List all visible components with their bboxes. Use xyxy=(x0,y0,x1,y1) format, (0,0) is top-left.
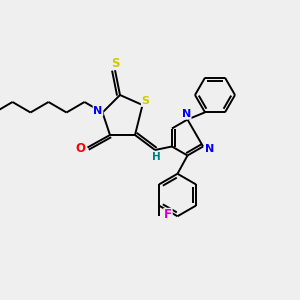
Text: O: O xyxy=(76,142,85,155)
Text: F: F xyxy=(164,208,172,221)
Text: N: N xyxy=(206,144,215,154)
Text: H: H xyxy=(152,152,161,163)
Text: S: S xyxy=(142,96,149,106)
Text: N: N xyxy=(182,109,191,119)
Text: S: S xyxy=(111,56,119,70)
Text: N: N xyxy=(93,106,103,116)
